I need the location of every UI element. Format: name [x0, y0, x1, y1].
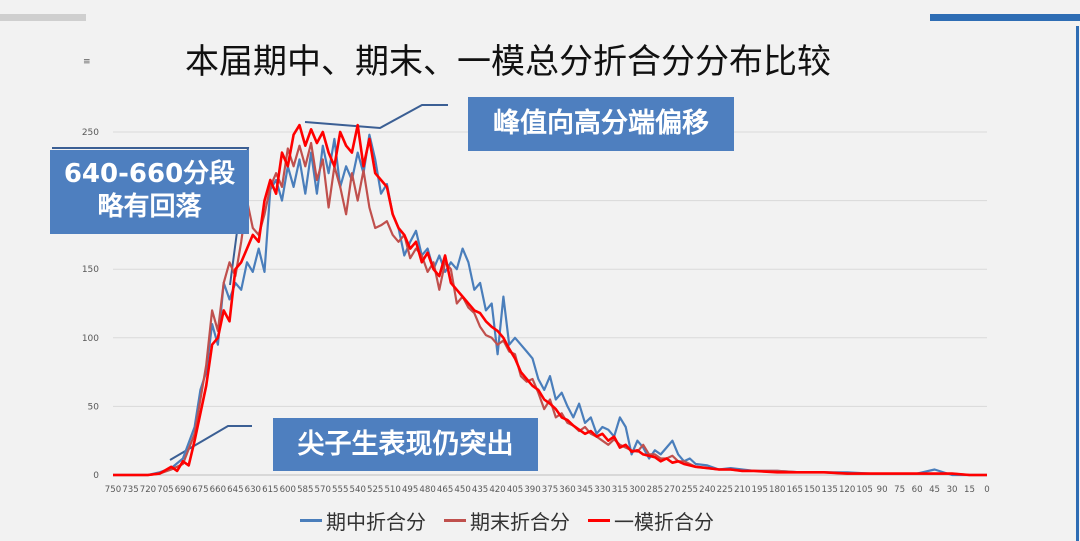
x-tick-label-600: 600: [280, 485, 296, 495]
x-tick-label-120: 120: [839, 485, 855, 495]
x-tick-label-630: 630: [245, 485, 261, 495]
x-tick-label-0: 0: [984, 485, 989, 495]
x-tick-label-510: 510: [384, 485, 400, 495]
x-tick-label-585: 585: [297, 485, 313, 495]
x-tick-label-360: 360: [559, 485, 575, 495]
x-tick-label-750: 750: [105, 485, 121, 495]
y-axis-stray-mark: ≡: [83, 57, 91, 67]
y-tick-label-50: 50: [88, 402, 100, 412]
x-tick-label-105: 105: [856, 485, 872, 495]
x-tick-label-180: 180: [769, 485, 785, 495]
decor-bar-left: [0, 14, 86, 21]
callout-leader-line-1: [304, 104, 448, 130]
x-tick-label-495: 495: [402, 485, 418, 495]
x-tick-label-525: 525: [367, 485, 383, 495]
x-tick-label-285: 285: [647, 485, 663, 495]
x-tick-label-150: 150: [804, 485, 820, 495]
x-tick-label-645: 645: [227, 485, 243, 495]
x-tick-label-75: 75: [894, 485, 905, 495]
x-tick-label-375: 375: [542, 485, 558, 495]
y-tick-label-150: 150: [82, 265, 99, 275]
legend-item-final: 期末折合分: [444, 506, 570, 535]
x-tick-label-90: 90: [877, 485, 888, 495]
x-tick-label-675: 675: [192, 485, 208, 495]
x-tick-label-420: 420: [489, 485, 505, 495]
x-tick-label-555: 555: [332, 485, 348, 495]
x-tick-label-165: 165: [787, 485, 803, 495]
x-tick-label-60: 60: [912, 485, 923, 495]
x-tick-label-135: 135: [821, 485, 837, 495]
x-tick-label-540: 540: [350, 485, 366, 495]
legend-item-mock: 一模折合分: [588, 506, 714, 535]
legend-swatch-midterm: [300, 518, 322, 522]
legend-label-final: 期末折合分: [470, 509, 570, 534]
x-tick-label-255: 255: [682, 485, 698, 495]
x-tick-label-210: 210: [734, 485, 750, 495]
callout-leader-line-3: [169, 425, 252, 461]
x-tick-label-720: 720: [140, 485, 156, 495]
decor-edge-right: [1076, 26, 1079, 541]
x-tick-label-450: 450: [454, 485, 470, 495]
callout-peak-shift: 峰值向高分端偏移: [468, 97, 734, 151]
x-tick-label-30: 30: [947, 485, 958, 495]
x-tick-label-195: 195: [752, 485, 768, 495]
callout-640-660-dip: 640-660分段 略有回落: [50, 150, 249, 234]
x-tick-label-345: 345: [577, 485, 593, 495]
x-tick-label-405: 405: [507, 485, 523, 495]
x-tick-label-225: 225: [717, 485, 733, 495]
callout-640-660-line1: 640-660分段: [63, 159, 236, 189]
legend-item-midterm: 期中折合分: [300, 506, 426, 535]
x-tick-label-735: 735: [122, 485, 138, 495]
x-tick-label-240: 240: [699, 485, 715, 495]
legend-label-mock: 一模折合分: [614, 509, 714, 534]
callout-top-students: 尖子生表现仍突出: [273, 418, 538, 471]
x-tick-label-45: 45: [929, 485, 940, 495]
x-tick-label-435: 435: [472, 485, 488, 495]
callout-leader-line-2: [52, 147, 250, 286]
x-tick-label-690: 690: [175, 485, 191, 495]
legend-label-midterm: 期中折合分: [326, 509, 426, 534]
x-tick-label-660: 660: [210, 485, 226, 495]
x-tick-label-300: 300: [629, 485, 645, 495]
series-line-mock: [113, 123, 987, 477]
y-tick-label-250: 250: [82, 128, 99, 138]
chart-legend: 期中折合分 期末折合分 一模折合分: [300, 505, 780, 535]
legend-swatch-final: [444, 518, 466, 522]
y-tick-label-0: 0: [93, 471, 99, 481]
x-tick-label-615: 615: [262, 485, 278, 495]
x-tick-label-570: 570: [315, 485, 331, 495]
x-tick-label-270: 270: [664, 485, 680, 495]
x-tick-label-480: 480: [419, 485, 435, 495]
x-tick-label-315: 315: [612, 485, 628, 495]
x-tick-label-390: 390: [524, 485, 540, 495]
chart-title: 本届期中、期末、一模总分折合分分布比较: [185, 42, 831, 82]
x-tick-label-705: 705: [157, 485, 173, 495]
x-tick-label-465: 465: [437, 485, 453, 495]
callout-640-660-line2: 略有回落: [97, 192, 202, 222]
x-tick-label-15: 15: [964, 485, 975, 495]
legend-swatch-mock: [588, 518, 610, 522]
x-tick-label-330: 330: [594, 485, 610, 495]
y-tick-label-100: 100: [82, 334, 99, 344]
series-line-final: [113, 141, 987, 477]
decor-bar-right: [930, 14, 1080, 21]
